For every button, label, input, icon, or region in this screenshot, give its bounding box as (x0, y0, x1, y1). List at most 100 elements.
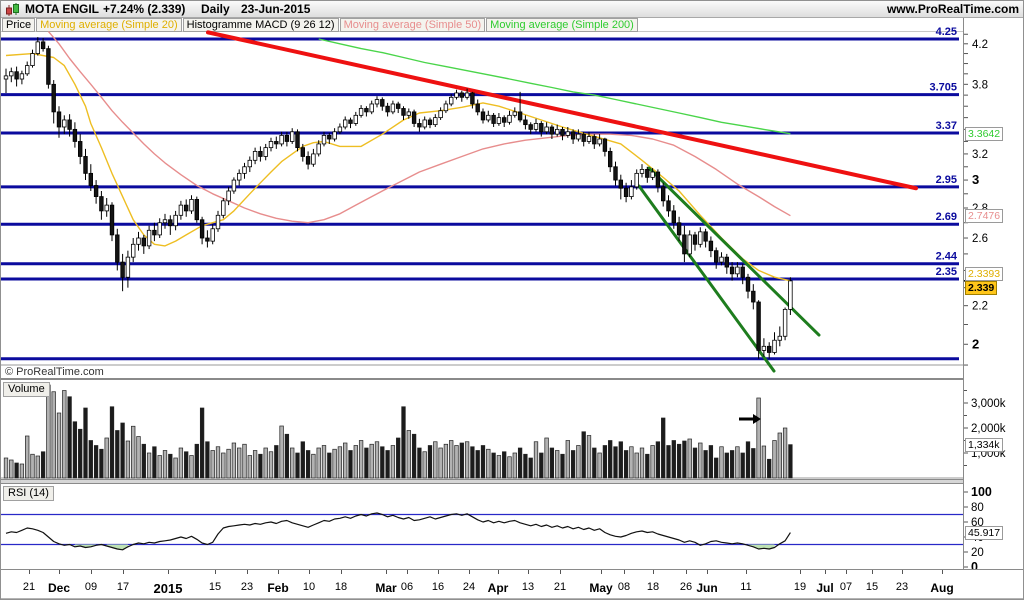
x-axis-tick (624, 570, 625, 574)
svg-text:3.705: 3.705 (929, 82, 957, 94)
x-axis-tick (653, 570, 654, 574)
x-axis-label: 16 (431, 581, 445, 593)
price-axis-strip[interactable]: 4.23.83.232.82.62.223,000k2,000k1,000k10… (963, 18, 1023, 574)
volume-panel-label[interactable]: Volume (3, 382, 50, 397)
x-axis-label: 17 (116, 581, 130, 593)
x-axis-tick (386, 570, 387, 574)
x-axis-tick (59, 570, 60, 574)
volume-chart-canvas[interactable] (1, 380, 963, 479)
x-axis-label: 21 (22, 581, 36, 593)
x-axis-tick (341, 570, 342, 574)
x-axis-label: Jun (696, 581, 718, 595)
svg-text:2.95: 2.95 (936, 174, 957, 186)
legend-item-ma50[interactable]: Moving average (Simple 50) (339, 18, 486, 32)
x-axis-label: 21 (553, 581, 567, 593)
ma50-value-tag: 2.7476 (965, 208, 1004, 223)
last-price-tag: 2.339 (965, 281, 998, 296)
x-axis-label: 24 (462, 581, 476, 593)
svg-text:2: 2 (972, 336, 979, 351)
x-axis-label: 15 (865, 581, 879, 593)
svg-text:100: 100 (971, 485, 992, 499)
x-axis-tick (942, 570, 943, 574)
x-axis-label: 13 (521, 581, 535, 593)
svg-text:2.44: 2.44 (936, 251, 958, 263)
prorealtime-site-link[interactable]: www.ProRealTime.com (886, 2, 1019, 16)
x-axis-tick (168, 570, 169, 574)
x-axis-tick (902, 570, 903, 574)
svg-text:3,000k: 3,000k (971, 398, 1006, 410)
x-axis-tick (407, 570, 408, 574)
x-axis-tick (601, 570, 602, 574)
svg-text:2.35: 2.35 (936, 266, 957, 278)
x-axis-label: 23 (895, 581, 909, 593)
x-axis-tick (123, 570, 124, 574)
volume-value-tag: 1,334k (965, 437, 1003, 452)
legend-item-price[interactable]: Price (2, 18, 36, 32)
x-axis-tick (91, 570, 92, 574)
x-axis-label: Dec (47, 581, 71, 595)
x-axis-label: May (589, 581, 613, 595)
x-axis-label: 18 (646, 581, 660, 593)
x-axis-tick (438, 570, 439, 574)
rsi-panel-label[interactable]: RSI (14) (3, 486, 54, 501)
svg-text:4.25: 4.25 (936, 26, 957, 38)
time-axis[interactable]: 21 Dec 09 17 2015 15 23 Feb 10 18 Mar 06 16 24 Apr 13 21… (1, 569, 1023, 599)
x-axis-label: Mar (375, 581, 397, 595)
legend-item-ma200[interactable]: Moving average (Simple 200) (486, 18, 638, 32)
x-axis-tick (498, 570, 499, 574)
panel-divider[interactable] (1, 378, 1023, 380)
x-axis-label: 19 (793, 581, 807, 593)
x-axis-tick (469, 570, 470, 574)
svg-text:2.69: 2.69 (936, 211, 957, 223)
x-axis-tick (800, 570, 801, 574)
price-change: +7.24% (2.339) (103, 2, 186, 16)
svg-text:3.8: 3.8 (972, 79, 988, 91)
svg-text:3: 3 (972, 172, 979, 187)
x-axis-label: 08 (617, 581, 631, 593)
svg-text:2,000k: 2,000k (971, 423, 1006, 435)
x-axis-tick (29, 570, 30, 574)
x-axis-label: 07 (839, 581, 853, 593)
x-axis-label: 11 (740, 581, 752, 593)
x-axis-tick (707, 570, 708, 574)
legend-item-ma20[interactable]: Moving average (Simple 20) (36, 18, 182, 32)
x-axis-label: Apr (487, 581, 509, 595)
ma20-value-tag: 2.3393 (965, 266, 1004, 281)
x-axis-tick (846, 570, 847, 574)
ma200-value-tag: 3.3642 (965, 126, 1004, 141)
x-axis-tick (825, 570, 826, 574)
quote-date: 23-Jun-2015 (241, 2, 311, 16)
x-axis-tick (309, 570, 310, 574)
x-axis-tick (215, 570, 216, 574)
x-axis-tick (278, 570, 279, 574)
x-axis-tick (247, 570, 248, 574)
x-axis-tick (746, 570, 747, 574)
legend-item-macd[interactable]: Histogramme MACD (9 26 12) (182, 18, 339, 32)
panel-divider[interactable] (1, 479, 1023, 484)
indicator-legend-bar: Price Moving average (Simple 20) Histogram… (1, 18, 1023, 32)
x-axis-label: Feb (267, 581, 289, 595)
x-axis-label: 18 (334, 581, 348, 593)
svg-text:3.2: 3.2 (972, 149, 988, 161)
x-axis-label: 15 (208, 581, 222, 593)
svg-text:20: 20 (971, 547, 984, 559)
x-axis-label: 10 (302, 581, 316, 593)
x-axis-label: 2015 (153, 581, 183, 596)
x-axis-tick (872, 570, 873, 574)
axis-bottom-rule (1, 598, 1023, 599)
svg-text:0: 0 (971, 560, 978, 574)
x-axis-label: Aug (930, 581, 954, 595)
x-axis-label: 23 (240, 581, 254, 593)
timeframe: Daily (201, 2, 230, 16)
svg-text:4.2: 4.2 (972, 39, 988, 51)
price-chart-canvas[interactable]: 4.25 3.705 3.37 2.95 2.69 2.44 2.35 © ProRealTi… (1, 26, 963, 378)
rsi-chart-canvas[interactable] (1, 484, 963, 569)
x-axis-tick (686, 570, 687, 574)
x-axis-tick (560, 570, 561, 574)
x-axis-label: 26 (679, 581, 693, 593)
x-axis-tick (528, 570, 529, 574)
title-bar: MOTA ENGIL +7.24% (2.339) Daily 23-Jun-2… (1, 1, 1023, 18)
x-axis-label: Jul (816, 581, 834, 595)
candlestick-logo-icon (6, 3, 19, 16)
